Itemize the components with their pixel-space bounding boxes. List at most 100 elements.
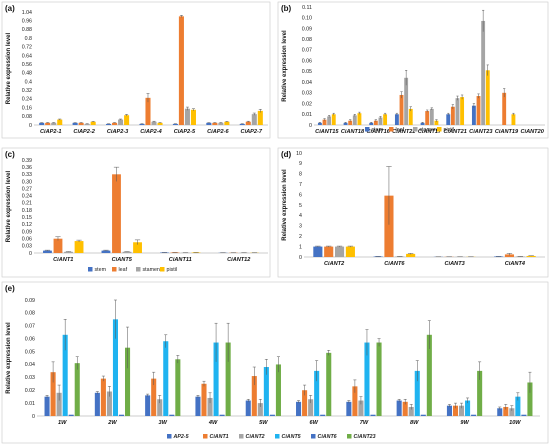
- bar-CiANT2-2W: [106, 391, 112, 416]
- bar-stem-CiANT4: [494, 256, 504, 257]
- bar-CiANT5-9W: [465, 400, 471, 416]
- x-category-label: CiAP2-3: [107, 129, 129, 135]
- y-axis-label: Relative expression level: [6, 170, 12, 242]
- y-tick-label: 2: [299, 234, 302, 240]
- bar-leaf-CiANT5: [112, 174, 121, 253]
- y-tick-label: 0.39: [22, 158, 32, 164]
- y-tick-label: 0: [29, 123, 32, 129]
- y-tick-label: 0.04: [25, 362, 35, 368]
- bar-CiANT2-4W: [207, 397, 213, 416]
- legend-swatch-CiANT23: [347, 434, 352, 439]
- y-tick-label: 1: [299, 244, 302, 250]
- bar-CiANT1-1W: [50, 372, 56, 416]
- x-category-label: CiANT19: [495, 129, 519, 135]
- legend-swatch-pistil: [160, 267, 165, 272]
- bar-stem-CiANT1: [43, 250, 52, 253]
- bar-stem-CiAP2-7: [239, 123, 245, 125]
- y-tick-label: 0.10: [302, 16, 312, 22]
- bar-CiANT1-7W: [352, 386, 358, 416]
- bar-stem-CiANT5: [101, 250, 111, 253]
- x-category-label: 4W: [208, 420, 218, 426]
- x-category-label: CiANT5: [112, 257, 133, 263]
- bar-stamen-CiANT22: [404, 77, 409, 125]
- x-category-label: CiANT18: [341, 129, 365, 135]
- bar-AP2-5-4W: [195, 396, 201, 416]
- bar-leaf-CiAP2-5: [178, 16, 184, 125]
- bar-leaf-CiANT6: [384, 195, 394, 257]
- bar-CiANT6-3W: [169, 414, 175, 416]
- bar-CiANT2-9W: [458, 405, 465, 416]
- y-tick-label: 5: [299, 203, 302, 209]
- x-category-label: 8W: [410, 420, 419, 426]
- bar-CiANT2-6W: [308, 399, 314, 416]
- legend-label-stem: stem: [95, 267, 107, 273]
- x-category-label: CiANT1: [53, 257, 73, 263]
- bar-CiANT5-1W: [62, 334, 68, 416]
- legend-swatch-CiANT2: [239, 434, 244, 439]
- bar-leaf-CiANT19: [502, 92, 507, 125]
- x-category-label: 2W: [107, 420, 117, 426]
- y-tick-label: 0.4: [25, 79, 32, 85]
- bar-stamen-CiANT15: [327, 116, 332, 125]
- bar-CiANT5-3W: [163, 341, 169, 416]
- bar-CiANT5-4W: [213, 342, 219, 416]
- bar-CiANT23-4W: [225, 342, 231, 416]
- y-tick-label: 10: [296, 151, 302, 157]
- bar-stamen-CiANT23: [481, 20, 486, 126]
- bar-stamen-CiAP2-5: [184, 108, 190, 125]
- legend-swatch-pistil: [437, 127, 442, 132]
- y-tick-label: 0.21: [22, 201, 32, 207]
- chart-panel-0: (a) Relative expression level 0 0.08 0.16 0.2…: [1, 1, 271, 139]
- y-tick-label: 0.96: [22, 18, 32, 24]
- x-category-label: CiANT3: [445, 261, 466, 267]
- y-tick-label: 0: [29, 251, 32, 257]
- chart-panel-2: (c) Relative expression level 00.03 0.060.0…: [1, 147, 271, 278]
- x-category-label: CiAP2-5: [174, 129, 196, 135]
- bar-leaf-CiAP2-3: [112, 122, 118, 125]
- bar-pistil-CiANT21: [460, 97, 465, 125]
- bar-CiANT23-5W: [275, 364, 281, 416]
- x-category-label: 9W: [460, 420, 469, 426]
- x-category-label: 3W: [159, 420, 168, 426]
- bar-leaf-CiAP2-4: [145, 97, 151, 125]
- y-tick-label: 0.03: [302, 91, 312, 97]
- legend-label-stem: stem: [372, 127, 384, 133]
- y-tick-label: 0.8: [25, 36, 32, 42]
- bar-CiANT23-9W: [477, 370, 483, 416]
- bar-stem-CiANT22: [394, 114, 399, 125]
- bar-CiANT6-10W: [521, 414, 527, 416]
- bar-leaf-CiAP2-1: [45, 122, 51, 125]
- bar-pistil-CiAP2-3: [124, 115, 130, 125]
- bar-stamen-CiANT16: [378, 117, 383, 125]
- y-tick-label: 0.01: [302, 112, 312, 118]
- bar-leaf-CiAP2-7: [245, 121, 251, 125]
- x-category-label: CiANT16: [367, 129, 391, 135]
- legend-label-CiANT5: CiANT5: [282, 434, 302, 440]
- bar-pistil-CiANT23: [485, 70, 490, 125]
- bar-pistil-CiAP2-7: [257, 110, 263, 125]
- bar-CiANT6-7W: [370, 414, 376, 416]
- x-category-label: CiAP2-6: [207, 129, 229, 135]
- bar-leaf-CiANT18: [348, 120, 353, 125]
- legend-label-leaf: leaf: [396, 127, 405, 133]
- bar-stamen-CiAP2-4: [151, 121, 157, 125]
- legend-label-CiANT1: CiANT1: [210, 434, 229, 440]
- bar-CiANT5-7W: [364, 342, 370, 416]
- bar-pistil-CiANT6: [406, 253, 416, 257]
- x-category-label: CiAP2-1: [40, 129, 61, 135]
- bar-CiANT6-2W: [118, 414, 125, 416]
- y-tick-label: 4: [299, 213, 302, 219]
- bar-CiANT5-5W: [263, 367, 269, 416]
- bar-AP2-5-3W: [145, 395, 151, 416]
- bar-CiANT23-6W: [326, 352, 332, 416]
- bar-CiANT1-2W: [100, 378, 106, 416]
- bar-AP2-5-2W: [94, 392, 100, 416]
- x-category-label: CiANT2: [324, 261, 345, 267]
- y-tick-label: 0.07: [25, 324, 35, 330]
- bar-CiANT6-9W: [471, 414, 477, 416]
- bar-CiANT23-2W: [125, 347, 131, 416]
- bar-leaf-CiANT17: [425, 111, 430, 125]
- bar-stem-CiAP2-4: [139, 123, 145, 125]
- y-tick-label: 0.09: [302, 26, 312, 32]
- x-category-label: CiANT12: [227, 257, 251, 263]
